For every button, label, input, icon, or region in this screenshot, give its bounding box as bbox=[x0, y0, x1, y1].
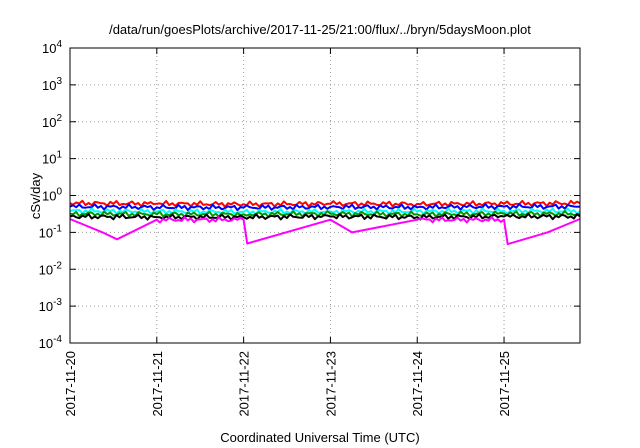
y-tick-label: 10-1 bbox=[39, 223, 63, 240]
x-tick-label: 2017-11-20 bbox=[63, 351, 78, 417]
x-tick-label: 2017-11-23 bbox=[323, 351, 338, 417]
y-axis-label: cSv/day bbox=[28, 172, 43, 220]
series-line bbox=[69, 199, 581, 208]
x-axis-label: Coordinated Universal Time (UTC) bbox=[220, 430, 420, 445]
axis-ticks: 10-4 10-3 10-2 10-1 100 101 102 103 104 2017-11-2… bbox=[39, 39, 580, 417]
x-tick-label: 2017-11-21 bbox=[150, 351, 165, 417]
grid-lines bbox=[70, 48, 580, 343]
x-tick-label: 2017-11-25 bbox=[497, 351, 512, 417]
x-tick-label: 2017-11-22 bbox=[237, 351, 252, 417]
series-line bbox=[69, 210, 581, 218]
y-tick-label: 102 bbox=[42, 113, 62, 130]
series-line bbox=[69, 212, 581, 221]
series-layer bbox=[69, 199, 581, 246]
y-tick-label: 100 bbox=[42, 187, 62, 204]
series-line bbox=[69, 216, 581, 246]
x-tick-label: 2017-11-24 bbox=[410, 351, 425, 417]
y-tick-label: 10-4 bbox=[39, 334, 63, 351]
y-tick-label: 104 bbox=[42, 39, 62, 56]
series-line bbox=[69, 203, 581, 212]
chart-title: /data/run/goesPlots/archive/2017-11-25/2… bbox=[109, 22, 531, 37]
y-tick-label: 10-3 bbox=[39, 297, 63, 314]
y-tick-label: 101 bbox=[42, 150, 62, 167]
y-tick-label: 10-2 bbox=[39, 260, 63, 277]
y-tick-label: 103 bbox=[42, 76, 62, 93]
